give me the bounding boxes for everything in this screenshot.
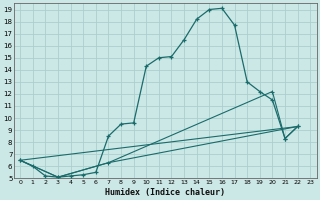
X-axis label: Humidex (Indice chaleur): Humidex (Indice chaleur) [105,188,225,197]
